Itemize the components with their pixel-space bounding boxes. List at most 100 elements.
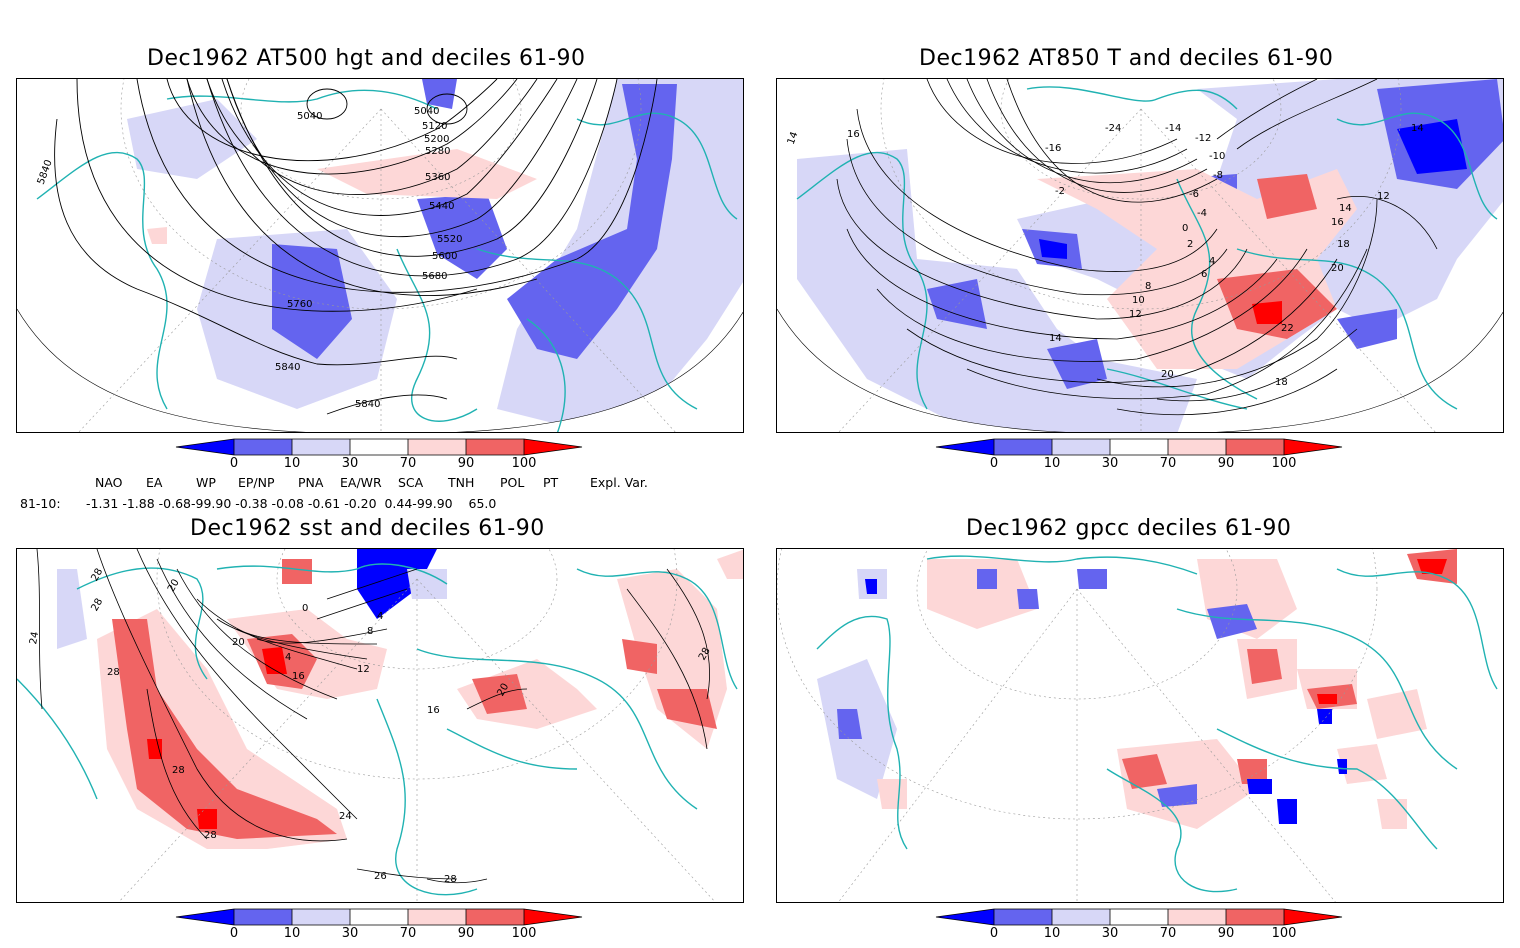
colorbar-tick: 100 <box>1271 926 1297 941</box>
panel-title-gpcc: Dec1962 gpcc deciles 61-90 <box>966 516 1292 541</box>
colorbar-tick: 30 <box>1101 926 1119 941</box>
index-header: Expl. Var. <box>590 475 648 490</box>
shade-strong-blue-arctic <box>357 549 437 619</box>
shade-light-red-north <box>317 149 537 199</box>
ctr-label: 20 <box>1331 263 1344 274</box>
temperature-contours <box>836 79 1438 416</box>
colorbar-tick: 0 <box>229 456 239 471</box>
ctr-label: -12 <box>1195 133 1211 144</box>
colorbar-tick: 30 <box>341 456 359 471</box>
map-t850: -24 -16 -14 -12 -10 -8 -6 -4 -2 0 2 4 6 … <box>776 78 1504 433</box>
coastlines <box>17 563 738 896</box>
ctr-label: 4 <box>377 611 383 622</box>
shade-blue-baltic <box>417 194 507 279</box>
ctr-label: 16 <box>847 129 860 140</box>
colorbar-tick: 100 <box>511 926 537 941</box>
shade-small-red <box>147 227 167 244</box>
ctr-label: 8 <box>367 626 373 637</box>
ctr-label: 2 <box>1187 239 1193 250</box>
sst-contours <box>36 549 710 884</box>
map-sst: 28 28 24 20 0 20 4 16 12 8 4 28 28 28 24… <box>16 548 744 903</box>
colorbar-tick: 10 <box>1043 456 1061 471</box>
ctr-label: -16 <box>1045 143 1061 154</box>
ctr-label: 14 <box>786 130 801 146</box>
index-header: NAO <box>95 475 123 490</box>
index-row-label: 81-10: <box>20 496 61 511</box>
map-gpcc <box>776 548 1504 903</box>
index-header: EA/WR <box>340 475 382 490</box>
ctr-label: 6 <box>1201 269 1207 280</box>
ctr-label: 16 <box>292 671 305 682</box>
ctr-label: -2 <box>1055 186 1065 197</box>
colorbar-tick: 90 <box>457 926 475 941</box>
ctr-label: 4 <box>285 652 291 663</box>
colorbar-panel-4: 0 10 30 70 90 100 <box>930 908 1360 948</box>
ctr-label: 20 <box>1161 369 1174 380</box>
colorbar-tick: 10 <box>283 926 301 941</box>
shade-blue-atlantic <box>272 244 352 359</box>
ctr-label: 10 <box>1132 295 1145 306</box>
shade-light-blue-west <box>57 569 87 649</box>
ctr-label: 28 <box>107 667 120 678</box>
ctr-label: -8 <box>1213 170 1223 181</box>
shade-strong-blue-atlantic <box>1039 239 1067 259</box>
coastlines <box>816 555 1498 893</box>
colorbar-panel-2: 0 10 30 70 90 100 <box>930 438 1360 478</box>
panel-title-hgt500: Dec1962 AT500 hgt and deciles 61-90 <box>147 46 586 71</box>
ctr-label: 14 <box>1339 203 1352 214</box>
shade-blue-arctic <box>422 79 457 109</box>
shade-strong-blue-ne <box>1397 119 1467 174</box>
colorbar-tick: 70 <box>399 926 417 941</box>
ctr-label: 5600 <box>432 251 457 262</box>
ctr-label: 16 <box>427 705 440 716</box>
ctr-label: 5440 <box>429 201 454 212</box>
ctr-label: 5840 <box>275 362 300 373</box>
ctr-label: 24 <box>339 811 352 822</box>
ctr-label: 5520 <box>437 234 462 245</box>
index-header: SCA <box>398 475 424 490</box>
ctr-label: 12 <box>1129 309 1142 320</box>
ctr-label: 28 <box>204 830 217 841</box>
shade-strong-red-b <box>197 809 217 829</box>
ctr-label: 12 <box>357 664 370 675</box>
index-header: EP/NP <box>238 475 275 490</box>
ctr-label: 12 <box>1377 191 1390 202</box>
colorbar-tick: 10 <box>1043 926 1061 941</box>
colorbar-panel-3: 0 10 30 70 90 100 <box>170 908 600 948</box>
ctr-label: 24 <box>28 631 41 645</box>
index-header: TNH <box>448 475 475 490</box>
ctr-label: 28 <box>172 765 185 776</box>
ctr-label: 28 <box>444 874 457 885</box>
colorbar-tick: 0 <box>229 926 239 941</box>
ctr-label: 22 <box>1281 323 1294 334</box>
shade-red-atlantic <box>112 619 337 839</box>
index-header: PT <box>543 475 559 490</box>
ctr-label: 18 <box>1275 377 1288 388</box>
ctr-label: 4 <box>1209 256 1215 267</box>
colorbar-tick: 100 <box>1271 456 1297 471</box>
ctr-label: 16 <box>1331 217 1344 228</box>
ctr-label: 14 <box>1049 333 1062 344</box>
ctr-label: -14 <box>1165 123 1181 134</box>
ctr-label: 0 <box>1182 223 1188 234</box>
ctr-label: 18 <box>1337 239 1350 250</box>
shade-blue-west <box>927 279 987 329</box>
colorbar-tick: 10 <box>283 456 301 471</box>
colorbar-tick: 90 <box>1217 926 1235 941</box>
colorbar-panel-1: 0 10 30 70 90 100 <box>170 438 600 478</box>
colorbar-tick: 90 <box>1217 456 1235 471</box>
ctr-label: 5680 <box>422 271 447 282</box>
colorbar-tick: 30 <box>1101 456 1119 471</box>
ctr-label: 5200 <box>424 134 449 145</box>
shade-light-blue-arctic <box>407 569 447 599</box>
shade-strong-red-north <box>262 647 287 674</box>
height-contours <box>54 79 658 415</box>
colorbar-tick: 90 <box>457 456 475 471</box>
ctr-label: 8 <box>1145 281 1151 292</box>
panel-title-t850: Dec1962 AT850 T and deciles 61-90 <box>919 46 1334 71</box>
coastlines <box>36 89 738 432</box>
colorbar-tick: 30 <box>341 926 359 941</box>
ctr-label: -10 <box>1209 151 1225 162</box>
shade-red-north <box>1257 174 1317 219</box>
panel-title-sst: Dec1962 sst and deciles 61-90 <box>190 516 545 541</box>
